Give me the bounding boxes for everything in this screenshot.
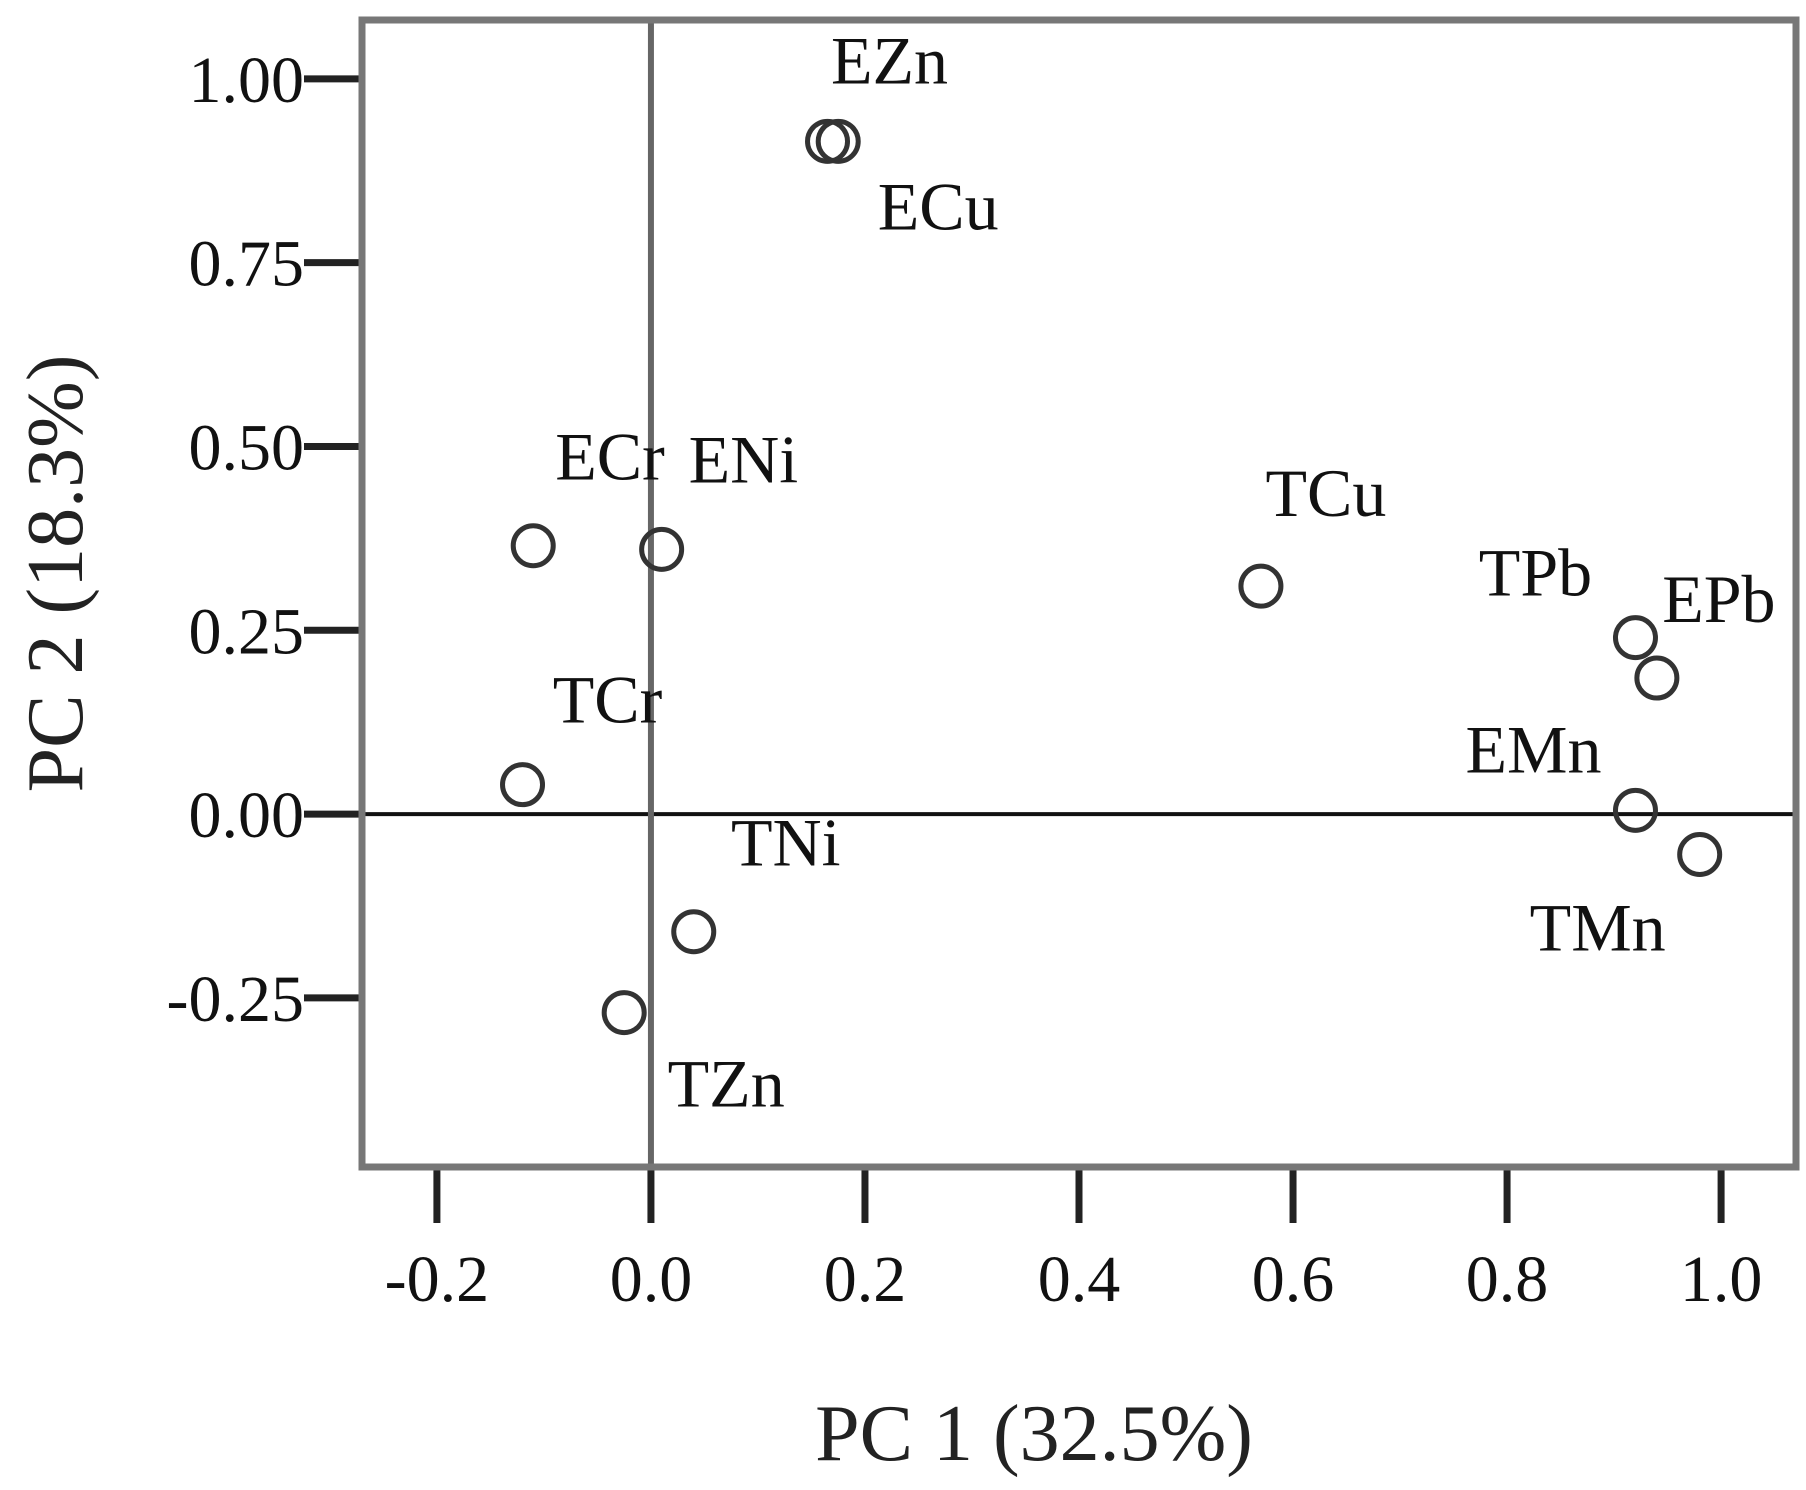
point-marker-tpb bbox=[1612, 615, 1658, 661]
y-tick-label: 0.75 bbox=[189, 228, 305, 301]
plot-frame bbox=[358, 16, 1800, 1171]
x-axis-title: PC 1 (32.5%) bbox=[815, 1390, 1253, 1478]
point-marker-epb bbox=[1634, 655, 1680, 701]
point-label-eni: ENi bbox=[689, 421, 799, 497]
x-tick-label: 0.0 bbox=[610, 1243, 693, 1316]
x-axis-ticks: -0.2 0.0 0.2 0.4 0.6 0.8 1.0 bbox=[385, 1167, 1763, 1316]
x-tick-label: 0.8 bbox=[1466, 1243, 1549, 1316]
y-tick-label: 0.25 bbox=[189, 595, 305, 668]
point-label-tcu: TCu bbox=[1265, 455, 1386, 531]
point-marker-tni bbox=[671, 909, 717, 955]
point-marker-tcr bbox=[500, 762, 546, 808]
y-axis-title: PC 2 (18.3%) bbox=[12, 355, 100, 793]
point-label-tmn: TMn bbox=[1530, 890, 1666, 966]
data-points: EZn ECu ECr ENi TCu TPb EPb TCr EMn TMn TNi TZn bbox=[500, 22, 1776, 1122]
x-tick-label: 1.0 bbox=[1680, 1243, 1763, 1316]
point-marker-emn bbox=[1612, 787, 1658, 833]
point-label-epb: EPb bbox=[1662, 561, 1775, 637]
point-label-ecr: ECr bbox=[555, 419, 665, 495]
point-marker-tmn bbox=[1677, 832, 1723, 878]
point-label-tni: TNi bbox=[731, 805, 841, 881]
y-tick-label: -0.25 bbox=[167, 963, 304, 1036]
point-marker-eni bbox=[639, 526, 685, 572]
point-label-tcr: TCr bbox=[553, 662, 663, 738]
point-label-tpb: TPb bbox=[1479, 535, 1592, 611]
point-marker-ecr bbox=[510, 523, 556, 569]
y-tick-label: 0.00 bbox=[189, 779, 305, 852]
x-tick-label: 0.2 bbox=[824, 1243, 907, 1316]
x-tick-label: 0.6 bbox=[1252, 1243, 1335, 1316]
x-tick-label: 0.4 bbox=[1038, 1243, 1121, 1316]
point-marker-tzn bbox=[601, 990, 647, 1036]
point-label-ecu: ECu bbox=[878, 168, 999, 244]
y-axis-ticks: -0.25 0.00 0.25 0.50 0.75 1.00 bbox=[167, 44, 362, 1036]
point-marker-tcu bbox=[1238, 563, 1284, 609]
point-marker-ezn bbox=[805, 118, 851, 164]
y-tick-label: 0.50 bbox=[189, 411, 305, 484]
point-label-emn: EMn bbox=[1465, 711, 1601, 787]
y-tick-label: 1.00 bbox=[189, 44, 305, 117]
point-marker-ecu bbox=[815, 118, 861, 164]
point-label-tzn: TZn bbox=[668, 1046, 785, 1122]
point-label-ezn: EZn bbox=[831, 22, 948, 98]
reference-lines bbox=[362, 20, 1796, 1167]
x-tick-label: -0.2 bbox=[385, 1243, 489, 1316]
